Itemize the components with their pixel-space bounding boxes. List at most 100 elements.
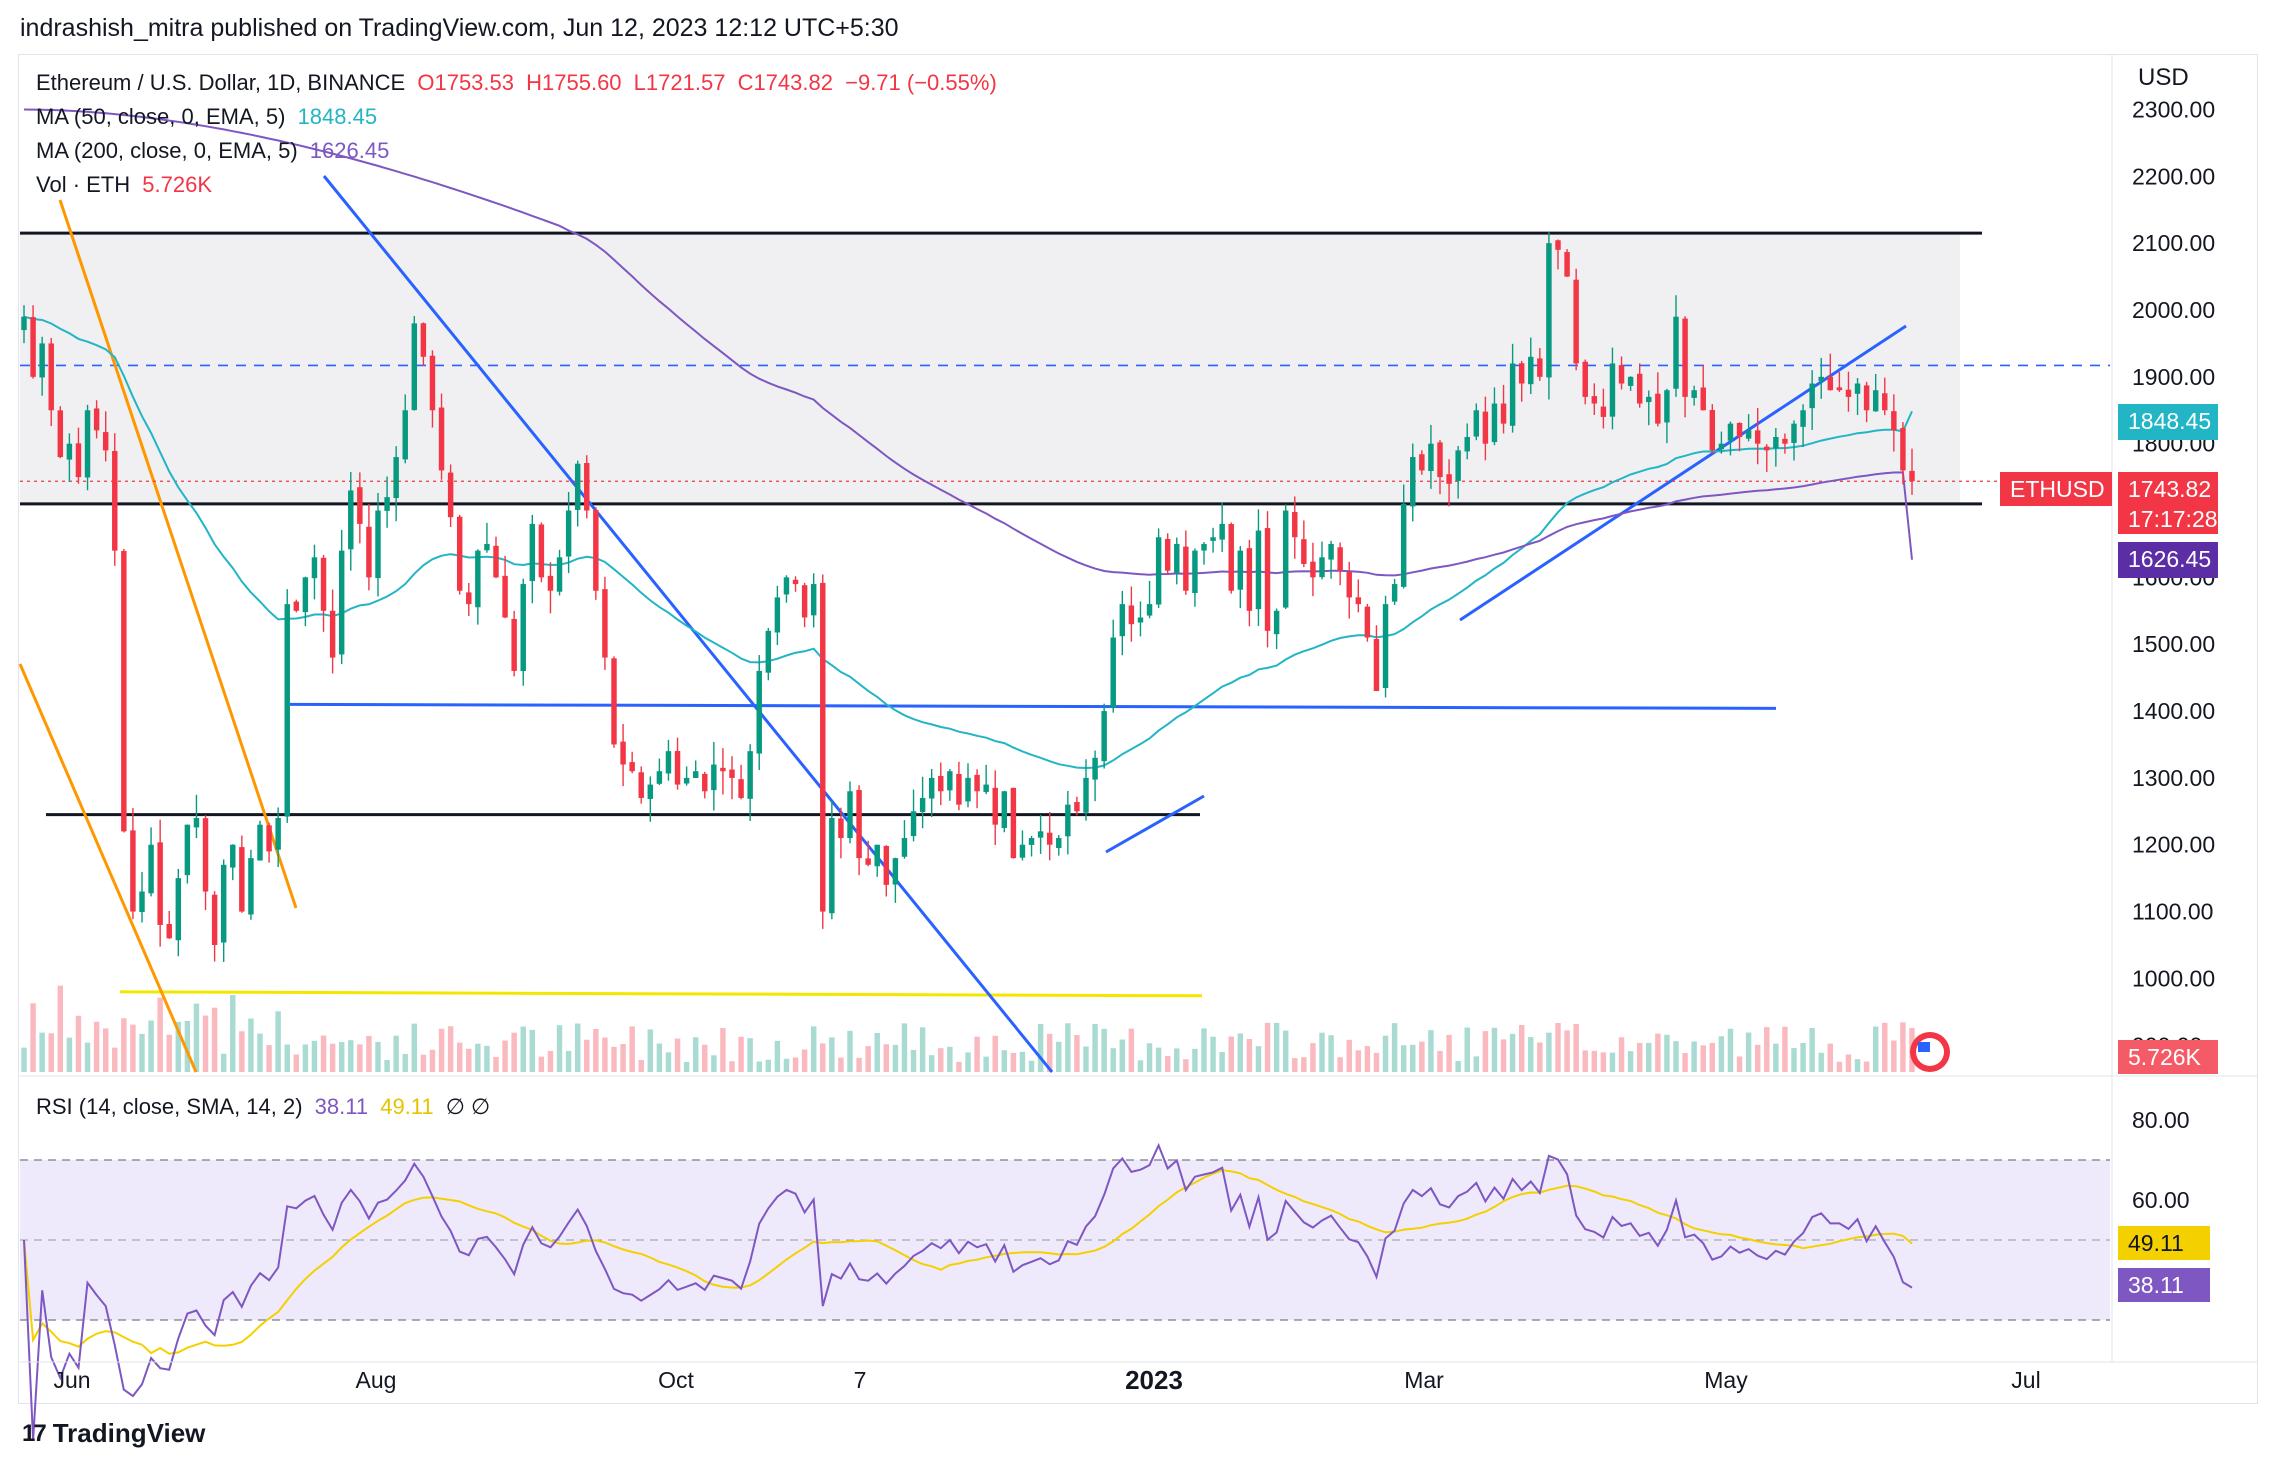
volume-bar <box>1346 1039 1352 1072</box>
candle-body <box>139 891 145 912</box>
candle-body <box>1310 561 1316 578</box>
candle-body <box>1491 403 1498 443</box>
volume-bar <box>1282 1030 1289 1072</box>
volume-bar <box>1119 1039 1126 1072</box>
candle-body <box>230 844 236 868</box>
volume-bar <box>1709 1042 1716 1072</box>
legend-close: C1743.82 <box>737 70 833 95</box>
candle-body <box>1664 390 1670 423</box>
candle-body <box>1845 389 1852 397</box>
candle-body <box>1582 361 1588 397</box>
volume-bar <box>1591 1050 1598 1072</box>
ma200-price-tag: 1626.45 <box>2118 542 2218 578</box>
candle-body <box>1836 387 1843 391</box>
candle-body <box>1110 637 1116 708</box>
candle-body <box>1745 430 1752 439</box>
candle-body <box>1754 430 1761 444</box>
legend-symbol[interactable]: Ethereum / U.S. Dollar, 1D, BINANCE <box>36 70 406 95</box>
legend-volume[interactable]: Vol · ETH 5.726K <box>36 172 218 198</box>
candle-body <box>1255 530 1262 610</box>
volume-bar <box>820 1043 826 1072</box>
candle-body <box>320 557 327 611</box>
candle-body <box>1001 791 1008 828</box>
time-tick-label: 2023 <box>1125 1365 1183 1395</box>
volume-bar <box>1264 1022 1271 1072</box>
legend-rsi-label: RSI (14, close, SMA, 14, 2) <box>36 1094 303 1119</box>
price-tick-label: 1300.00 <box>2132 765 2215 791</box>
moving-averages <box>23 108 1913 770</box>
candle-body <box>1673 316 1679 389</box>
candle-body <box>1573 279 1579 364</box>
volume-bar <box>348 1040 354 1072</box>
volume-bar <box>1310 1043 1316 1072</box>
volume-bar <box>30 1003 36 1072</box>
volume-bar <box>1419 1041 1425 1072</box>
volume-bar <box>193 1003 200 1072</box>
volume-bar <box>1528 1037 1534 1072</box>
volume-bar <box>220 1053 227 1072</box>
volume-bar <box>311 1040 318 1072</box>
volume-bar <box>1745 1032 1752 1072</box>
candle-body <box>820 582 826 912</box>
legend-ma200[interactable]: MA (200, close, 0, EMA, 5) 1626.45 <box>36 138 395 164</box>
volume-bar <box>1455 1061 1461 1072</box>
candle-body <box>1273 610 1280 635</box>
candle-body <box>1682 318 1688 397</box>
volume-bar <box>1192 1048 1198 1072</box>
price-tick-label: 1100.00 <box>2132 899 2213 925</box>
candle-body <box>1882 393 1888 411</box>
volume-bar <box>847 1030 853 1072</box>
volume-bar <box>1573 1023 1579 1072</box>
volume-bar <box>1164 1056 1171 1072</box>
volume-bar <box>810 1026 817 1072</box>
volume-bar <box>1664 1034 1670 1072</box>
candle-body <box>1555 240 1561 250</box>
volume-bar <box>1555 1023 1561 1072</box>
candle-body <box>1518 363 1525 384</box>
candle-body <box>1264 528 1271 631</box>
candle-body <box>1183 546 1189 591</box>
candle-body <box>1655 393 1661 424</box>
candle-body <box>1509 363 1516 426</box>
candle-body <box>1346 571 1352 598</box>
volume-bar <box>230 995 236 1072</box>
legend-rsi[interactable]: RSI (14, close, SMA, 14, 2) 38.11 49.11 … <box>36 1094 496 1120</box>
candle-body <box>529 523 536 582</box>
volume-bar <box>375 1041 381 1072</box>
candle-body <box>620 741 626 765</box>
tradingview-brand[interactable]: 17 TradingView <box>22 1418 205 1449</box>
volume-bar <box>1754 1044 1761 1072</box>
volume-bar <box>738 1036 744 1072</box>
candle-body <box>593 510 599 591</box>
candle-body <box>1128 605 1135 625</box>
tradingview-wordmark: TradingView <box>52 1418 206 1448</box>
volume-bar <box>293 1054 300 1072</box>
symbol-tag[interactable]: ETHUSD <box>2000 472 2112 506</box>
volume-bar <box>1219 1052 1225 1072</box>
candle-body <box>1909 470 1915 482</box>
candle-body <box>1782 438 1788 444</box>
volume-bar <box>1155 1047 1162 1072</box>
volume-bar <box>1010 1052 1017 1072</box>
candle-body <box>1410 457 1416 507</box>
legend-ma50[interactable]: MA (50, close, 0, EMA, 5) 1848.45 <box>36 104 383 130</box>
volume-bar <box>1809 1027 1815 1072</box>
volume-bars <box>21 985 1915 1072</box>
volume-bar <box>1872 1026 1879 1072</box>
candle-body <box>547 575 554 591</box>
candle-body <box>493 545 499 578</box>
candle-body <box>883 845 890 885</box>
volume-bar <box>1446 1034 1452 1072</box>
volume-bar <box>1292 1058 1298 1072</box>
volume-bar <box>1600 1052 1607 1072</box>
candle-body <box>665 751 672 774</box>
candle-body <box>692 771 699 778</box>
candle-body <box>429 355 436 411</box>
legend-ohlc: Ethereum / U.S. Dollar, 1D, BINANCE O175… <box>36 70 1003 96</box>
legend-low: L1721.57 <box>633 70 726 95</box>
candle-body <box>184 824 191 876</box>
volume-bar <box>1074 1035 1080 1072</box>
candle-body <box>175 878 182 941</box>
legend-volume-value: 5.726K <box>142 172 212 197</box>
